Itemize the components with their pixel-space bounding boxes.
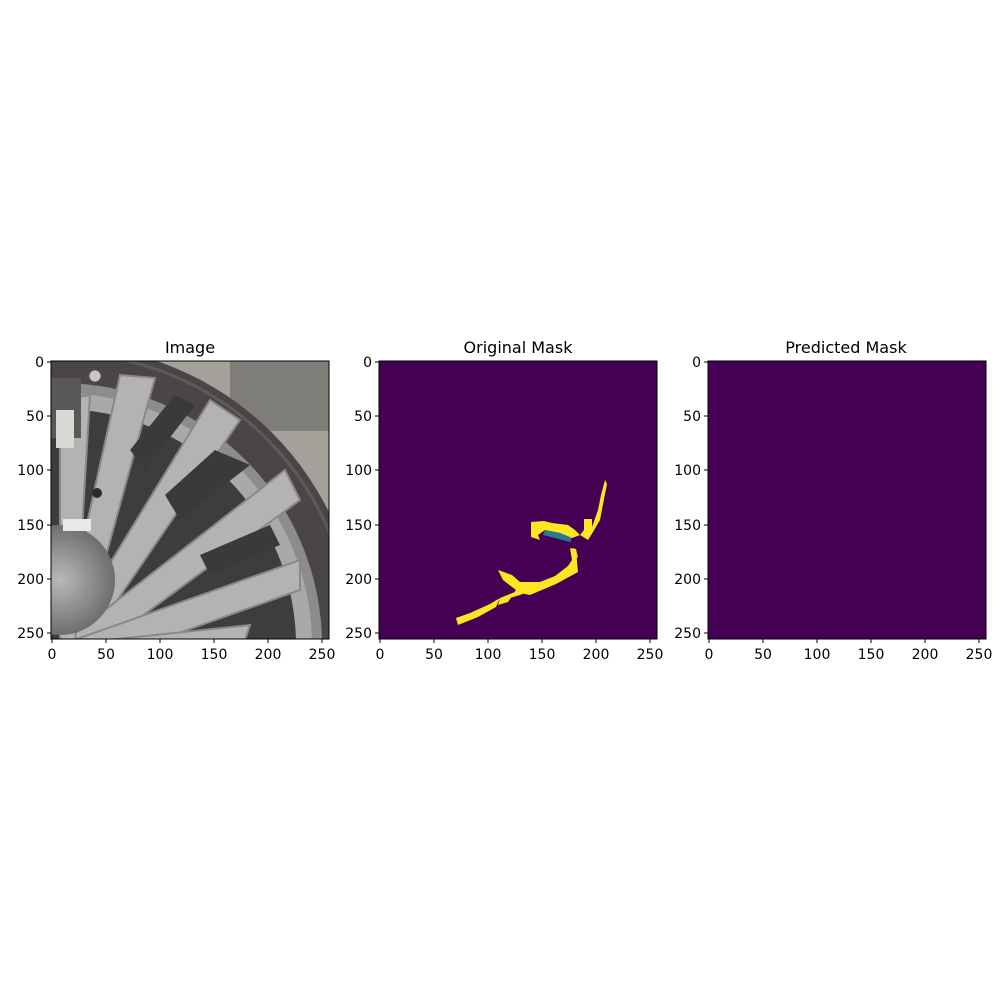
x-axis-original-mask: 0 50 100 150 200 250: [376, 639, 664, 663]
y-tick-label: 150: [674, 518, 701, 534]
x-axis-predicted-mask: 0 50 100 150 200 250: [705, 639, 993, 663]
x-tick-label: 50: [97, 647, 115, 663]
y-tick-label: 250: [674, 626, 701, 642]
mask-foreground-region: [456, 480, 607, 625]
y-tick-label: 50: [26, 409, 44, 425]
x-tick-label: 200: [583, 647, 610, 663]
y-tick-label: 0: [363, 355, 372, 371]
x-tick-label: 150: [529, 647, 556, 663]
y-tick-label: 200: [345, 572, 372, 588]
predicted-mask-background: [708, 361, 986, 639]
panel-original-mask: Original Mask 0 50 100 150 200 250: [345, 338, 663, 663]
y-tick-label: 200: [17, 572, 44, 588]
wheel-photo: [51, 361, 329, 639]
x-tick-label: 250: [309, 647, 336, 663]
y-axis-original-mask: 0 50 100 150 200 250: [345, 355, 379, 642]
x-tick-label: 250: [966, 647, 993, 663]
x-tick-label: 150: [201, 647, 228, 663]
y-tick-label: 50: [683, 409, 701, 425]
y-tick-label: 200: [674, 572, 701, 588]
panel-title-original-mask: Original Mask: [464, 338, 574, 357]
y-tick-label: 100: [674, 463, 701, 479]
x-tick-label: 100: [804, 647, 831, 663]
x-tick-label: 150: [858, 647, 885, 663]
x-tick-label: 200: [912, 647, 939, 663]
y-tick-label: 150: [17, 518, 44, 534]
panel-predicted-mask: Predicted Mask 0 50 100 150 200 250 0 50: [674, 338, 992, 663]
y-axis-image: 0 50 100 150 200 250: [17, 355, 51, 642]
x-axis-image: 0 50 100 150 200 250: [48, 639, 336, 663]
y-tick-label: 50: [354, 409, 372, 425]
x-tick-label: 0: [48, 647, 57, 663]
y-tick-label: 250: [17, 626, 44, 642]
mask-background: [379, 361, 657, 639]
x-tick-label: 100: [475, 647, 502, 663]
mask-edge-region: [543, 530, 572, 542]
y-tick-label: 150: [345, 518, 372, 534]
y-axis-predicted-mask: 0 50 100 150 200 250: [674, 355, 708, 642]
x-tick-label: 0: [705, 647, 714, 663]
x-tick-label: 200: [255, 647, 282, 663]
x-tick-label: 50: [425, 647, 443, 663]
panel-image: Image: [17, 338, 336, 663]
x-tick-label: 0: [376, 647, 385, 663]
panel-title-image: Image: [165, 338, 215, 357]
y-tick-label: 100: [345, 463, 372, 479]
y-tick-label: 100: [17, 463, 44, 479]
y-tick-label: 250: [345, 626, 372, 642]
x-tick-label: 50: [754, 647, 772, 663]
y-tick-label: 0: [35, 355, 44, 371]
panel-title-predicted-mask: Predicted Mask: [785, 338, 907, 357]
y-tick-label: 0: [692, 355, 701, 371]
x-tick-label: 250: [637, 647, 664, 663]
x-tick-label: 100: [147, 647, 174, 663]
